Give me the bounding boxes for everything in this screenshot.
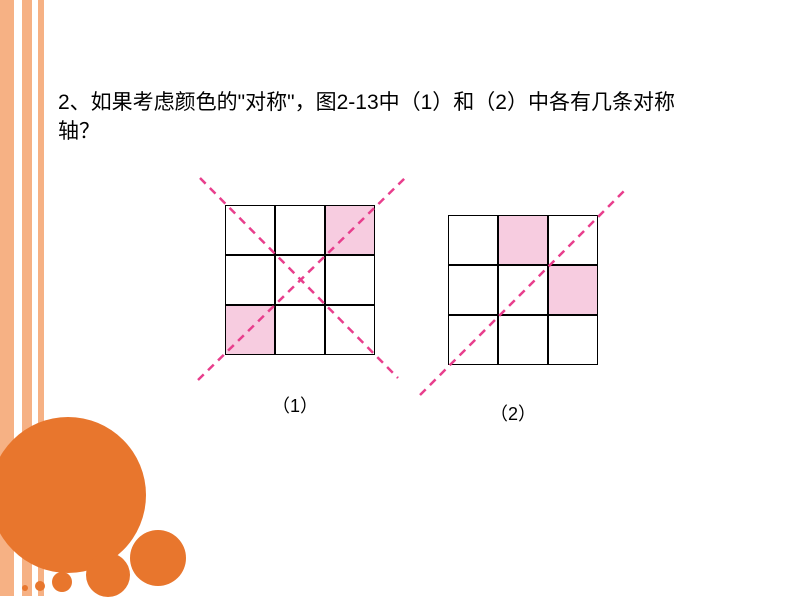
grid-cell (548, 265, 598, 315)
grid-cell (498, 315, 548, 365)
grid-cell (225, 205, 275, 255)
grid-cell (325, 305, 375, 355)
grid-cell (498, 265, 548, 315)
figure-2-label: （2） (490, 400, 536, 426)
grid-cell (325, 205, 375, 255)
grid-cell (225, 255, 275, 305)
figure-1 (225, 205, 375, 355)
decorative-circle (22, 585, 28, 591)
grid-cell (275, 305, 325, 355)
figure-2 (448, 215, 598, 365)
grid-cell (548, 215, 598, 265)
figure-1-label: （1） (272, 392, 318, 418)
grid-cell (325, 255, 375, 305)
decorative-circle (130, 530, 186, 586)
decorative-circle (52, 572, 72, 592)
grid-cell (275, 255, 325, 305)
grid-cell (225, 305, 275, 355)
grid-cell (548, 315, 598, 365)
grid-cell (275, 205, 325, 255)
decorative-circle (35, 581, 45, 591)
decorative-circle (0, 417, 146, 573)
grid-cell (498, 215, 548, 265)
decorative-circle (86, 553, 130, 597)
grid-cell (448, 215, 498, 265)
grid-cell (448, 265, 498, 315)
grid-cell (448, 315, 498, 365)
question-text: 2、如果考虑颜色的"对称"，图2-13中（1）和（2）中各有几条对称轴？ (58, 88, 698, 147)
